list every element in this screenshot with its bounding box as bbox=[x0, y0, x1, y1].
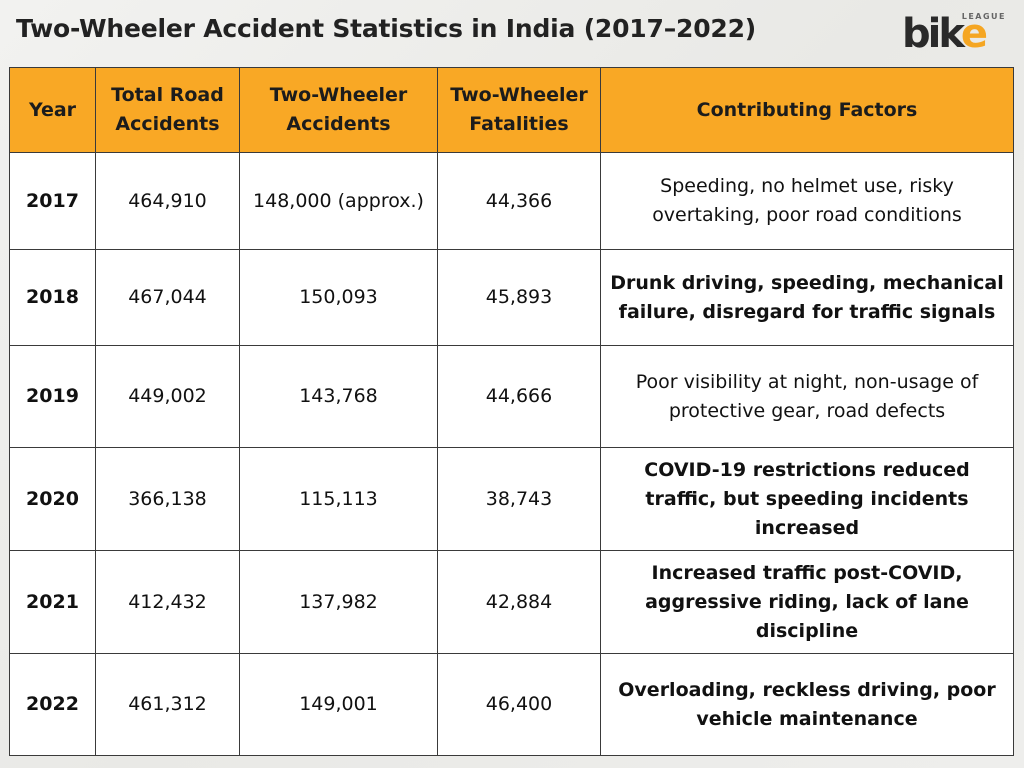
cell-year: 2022 bbox=[9, 653, 96, 756]
cell-total-road-accidents: 461,312 bbox=[95, 653, 240, 756]
column-header-total-road-accidents: Total Road Accidents bbox=[95, 67, 240, 153]
cell-total-road-accidents: 412,432 bbox=[95, 550, 240, 654]
logo-wordmark: bike bbox=[902, 11, 988, 57]
cell-contributing-factors: Speeding, no helmet use, risky overtakin… bbox=[600, 152, 1014, 250]
cell-two-wheeler-accidents: 148,000 (approx.) bbox=[239, 152, 438, 250]
cell-year: 2020 bbox=[9, 447, 96, 551]
cell-two-wheeler-fatalities: 42,884 bbox=[437, 550, 601, 654]
cell-two-wheeler-fatalities: 44,366 bbox=[437, 152, 601, 250]
cell-year: 2019 bbox=[9, 345, 96, 448]
column-header-two-wheeler-fatalities: Two-Wheeler Fatalities bbox=[437, 67, 601, 153]
table-row: 2022 461,312 149,001 46,400 Overloading,… bbox=[9, 653, 1014, 756]
cell-two-wheeler-fatalities: 45,893 bbox=[437, 249, 601, 346]
cell-two-wheeler-fatalities: 44,666 bbox=[437, 345, 601, 448]
bike-league-logo: bike LEAGUE bbox=[900, 8, 1012, 58]
table-row: 2019 449,002 143,768 44,666 Poor visibil… bbox=[9, 345, 1014, 448]
table-row: 2018 467,044 150,093 45,893 Drunk drivin… bbox=[9, 249, 1014, 346]
cell-contributing-factors: Overloading, reckless driving, poor vehi… bbox=[600, 653, 1014, 756]
cell-year: 2017 bbox=[9, 152, 96, 250]
column-header-year: Year bbox=[9, 67, 96, 153]
cell-year: 2021 bbox=[9, 550, 96, 654]
column-header-two-wheeler-accidents: Two-Wheeler Accidents bbox=[239, 67, 438, 153]
cell-contributing-factors: Poor visibility at night, non-usage of p… bbox=[600, 345, 1014, 448]
table-row: 2020 366,138 115,113 38,743 COVID-19 res… bbox=[9, 447, 1014, 551]
accident-statistics-table: Year Total Road Accidents Two-Wheeler Ac… bbox=[9, 67, 1014, 756]
cell-two-wheeler-accidents: 115,113 bbox=[239, 447, 438, 551]
column-header-contributing-factors: Contributing Factors bbox=[600, 67, 1014, 153]
cell-contributing-factors: COVID-19 restrictions reduced traffic, b… bbox=[600, 447, 1014, 551]
logo-wordmark-dark: bik bbox=[902, 11, 964, 57]
cell-two-wheeler-accidents: 143,768 bbox=[239, 345, 438, 448]
cell-two-wheeler-accidents: 149,001 bbox=[239, 653, 438, 756]
cell-two-wheeler-fatalities: 38,743 bbox=[437, 447, 601, 551]
cell-total-road-accidents: 366,138 bbox=[95, 447, 240, 551]
table-header-row: Year Total Road Accidents Two-Wheeler Ac… bbox=[9, 67, 1014, 153]
cell-two-wheeler-fatalities: 46,400 bbox=[437, 653, 601, 756]
cell-contributing-factors: Increased traffic post-COVID, aggressive… bbox=[600, 550, 1014, 654]
cell-total-road-accidents: 464,910 bbox=[95, 152, 240, 250]
table-row: 2017 464,910 148,000 (approx.) 44,366 Sp… bbox=[9, 152, 1014, 250]
logo-wordmark-accent: e bbox=[960, 11, 988, 57]
cell-two-wheeler-accidents: 150,093 bbox=[239, 249, 438, 346]
cell-contributing-factors: Drunk driving, speeding, mechanical fail… bbox=[600, 249, 1014, 346]
cell-total-road-accidents: 449,002 bbox=[95, 345, 240, 448]
table-row: 2021 412,432 137,982 42,884 Increased tr… bbox=[9, 550, 1014, 654]
page-title: Two-Wheeler Accident Statistics in India… bbox=[16, 14, 757, 43]
logo-league-text: LEAGUE bbox=[961, 12, 1006, 21]
cell-total-road-accidents: 467,044 bbox=[95, 249, 240, 346]
cell-year: 2018 bbox=[9, 249, 96, 346]
cell-two-wheeler-accidents: 137,982 bbox=[239, 550, 438, 654]
